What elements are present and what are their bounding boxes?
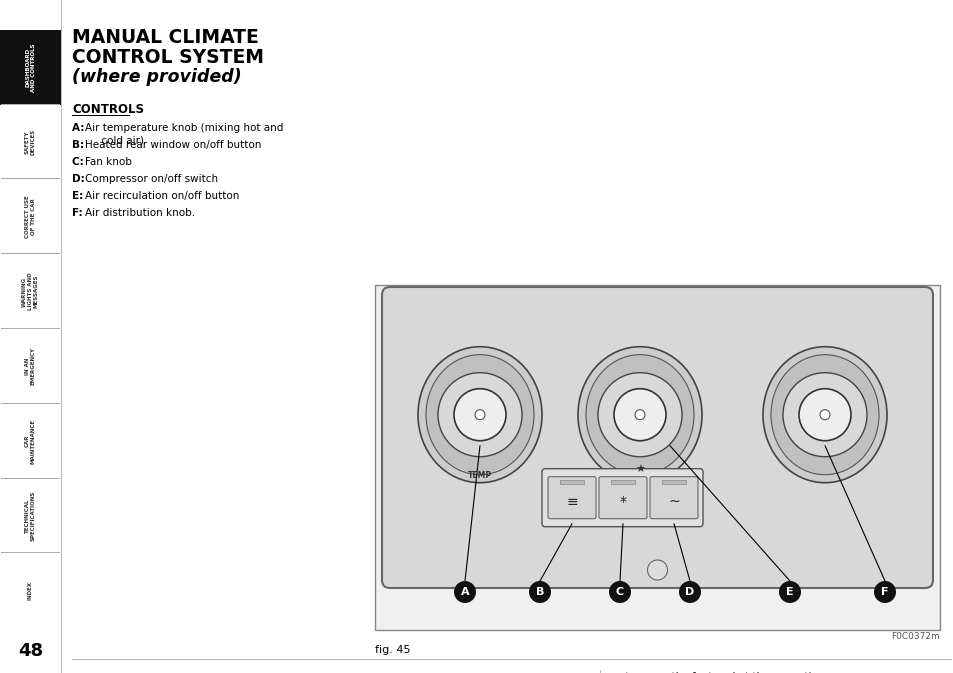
Text: ★: ★ xyxy=(635,464,644,474)
Bar xyxy=(71,659,951,660)
Text: ≡: ≡ xyxy=(565,495,578,509)
Text: DASHBOARD
AND CONTROLS: DASHBOARD AND CONTROLS xyxy=(25,43,36,92)
Text: CORRECT USE
OF THE CAR: CORRECT USE OF THE CAR xyxy=(25,195,36,238)
Circle shape xyxy=(820,410,829,420)
Text: *: * xyxy=(618,495,626,509)
Text: CONTROLS: CONTROLS xyxy=(71,103,144,116)
Text: Air temperature knob (mixing hot and
     cold air): Air temperature knob (mixing hot and col… xyxy=(85,123,283,145)
Bar xyxy=(0,30,61,105)
Bar xyxy=(71,115,130,116)
FancyBboxPatch shape xyxy=(649,476,698,519)
Text: A: A xyxy=(460,587,469,597)
Text: 48: 48 xyxy=(18,642,44,660)
Text: F0C0372m: F0C0372m xyxy=(890,632,939,641)
Bar xyxy=(1,402,60,404)
Text: A:: A: xyxy=(71,123,88,133)
Text: Fan knob: Fan knob xyxy=(85,157,132,167)
Text: WARNING
LIGHTS AND
MESSAGES: WARNING LIGHTS AND MESSAGES xyxy=(22,273,39,310)
Text: SAFETY
DEVICES: SAFETY DEVICES xyxy=(25,129,36,155)
Text: D:: D: xyxy=(71,174,89,184)
Text: IN AN
EMERGENCY: IN AN EMERGENCY xyxy=(25,347,36,386)
Text: B:: B: xyxy=(71,140,88,150)
Circle shape xyxy=(647,560,667,580)
Text: D: D xyxy=(684,587,694,597)
Bar xyxy=(1,328,60,329)
Ellipse shape xyxy=(417,347,541,483)
Bar xyxy=(559,480,583,484)
Text: C: C xyxy=(616,587,623,597)
Bar xyxy=(610,480,635,484)
FancyBboxPatch shape xyxy=(541,468,702,527)
Text: CAR
MAINTENANCE: CAR MAINTENANCE xyxy=(25,419,36,464)
Ellipse shape xyxy=(454,389,505,441)
Ellipse shape xyxy=(585,355,693,474)
Text: F: F xyxy=(881,587,888,597)
Circle shape xyxy=(873,581,895,603)
Text: Air recirculation on/off button: Air recirculation on/off button xyxy=(85,191,239,201)
Text: ~: ~ xyxy=(667,495,679,509)
Text: Air distribution knob.: Air distribution knob. xyxy=(85,208,195,218)
Ellipse shape xyxy=(782,373,866,457)
Bar xyxy=(61,0,63,673)
Bar xyxy=(375,285,939,630)
Circle shape xyxy=(779,581,801,603)
Circle shape xyxy=(679,581,700,603)
Text: E:: E: xyxy=(71,191,87,201)
Circle shape xyxy=(635,410,644,420)
Ellipse shape xyxy=(426,355,534,474)
Bar xyxy=(1,478,60,479)
Text: INDEX: INDEX xyxy=(28,581,33,600)
FancyBboxPatch shape xyxy=(547,476,596,519)
Text: Compressor on/off switch: Compressor on/off switch xyxy=(85,174,218,184)
Text: C:: C: xyxy=(71,157,88,167)
Text: CONTROL SYSTEM: CONTROL SYSTEM xyxy=(71,48,264,67)
Bar xyxy=(1,253,60,254)
FancyBboxPatch shape xyxy=(381,287,932,588)
Text: E: E xyxy=(785,587,793,597)
Ellipse shape xyxy=(762,347,886,483)
Text: TEMP: TEMP xyxy=(468,470,492,480)
Bar xyxy=(661,480,685,484)
Circle shape xyxy=(608,581,630,603)
Bar xyxy=(1,178,60,180)
Text: MANUAL CLIMATE: MANUAL CLIMATE xyxy=(71,28,258,47)
Ellipse shape xyxy=(598,373,681,457)
Bar xyxy=(1,104,60,105)
Text: B: B xyxy=(536,587,543,597)
Circle shape xyxy=(529,581,551,603)
Ellipse shape xyxy=(799,389,850,441)
Text: Heated rear window on/off button: Heated rear window on/off button xyxy=(85,140,261,150)
Text: (where provided): (where provided) xyxy=(71,68,241,86)
Ellipse shape xyxy=(437,373,521,457)
FancyBboxPatch shape xyxy=(598,476,646,519)
Ellipse shape xyxy=(578,347,701,483)
Circle shape xyxy=(454,581,476,603)
Text: ✓  to warm the feet and at the same time
demist the windscreen: ✓ to warm the feet and at the same time … xyxy=(609,672,827,673)
Text: fig. 45: fig. 45 xyxy=(375,645,410,655)
Ellipse shape xyxy=(770,355,878,474)
Circle shape xyxy=(475,410,484,420)
Ellipse shape xyxy=(614,389,665,441)
Text: F:: F: xyxy=(71,208,86,218)
Text: TECHNICAL
SPECIFICATIONS: TECHNICAL SPECIFICATIONS xyxy=(25,491,36,541)
